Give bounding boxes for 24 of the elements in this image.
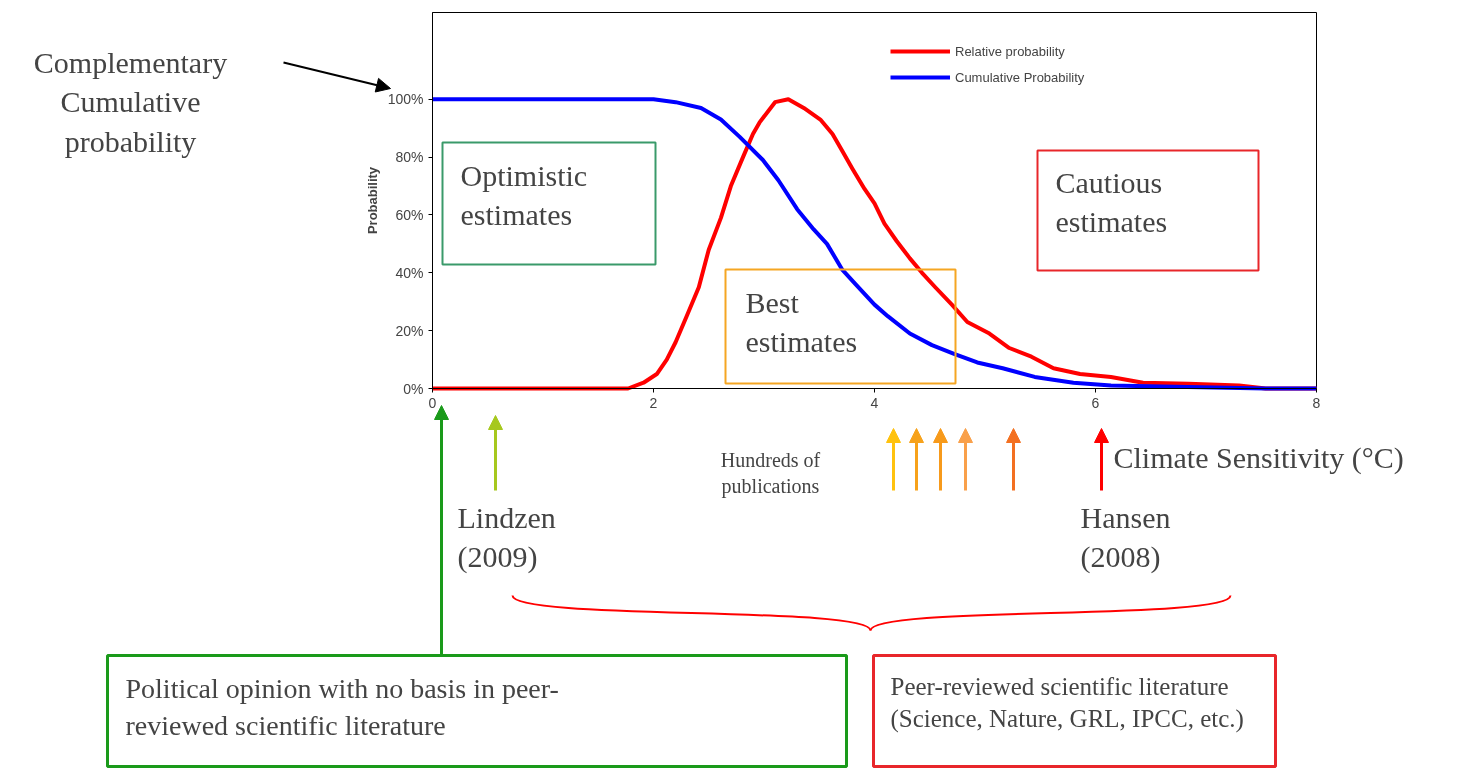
legend-label: Relative probability (955, 43, 1065, 59)
x-tick-label: 2 (649, 394, 658, 411)
y-tick-label: 40% (395, 264, 424, 281)
y-tick-label: 100% (387, 91, 424, 108)
text: Peer-reviewed scientific literature (Science, Nature, GRL, IPCC, etc.) (890, 672, 1244, 733)
text: Hansen (2008) (1080, 500, 1171, 575)
y-tick-label: 0% (403, 380, 424, 397)
legend-label: Cumulative Probability (955, 69, 1085, 85)
y-axis-title: Probability (364, 166, 380, 235)
x-tick-label: 8 (1312, 394, 1321, 411)
x-tick-label: 6 (1091, 394, 1100, 411)
text: Complementary Cumulative probability (33, 45, 228, 158)
text: Hundreds of publications (720, 448, 821, 498)
annotation: Optimistic estimates (460, 158, 588, 232)
y-tick-label: 80% (395, 149, 424, 166)
x-tick-label: 4 (870, 394, 879, 411)
x-axis-title: Climate Sensitivity (°C) (1113, 440, 1404, 475)
annotation: Cautious estimates (1055, 165, 1168, 239)
text: Lindzen (2009) (457, 500, 556, 575)
x-tick-label: 0 (428, 394, 437, 411)
y-tick-label: 60% (395, 206, 424, 223)
text: Political opinion with no basis in peer- reviewed scientific literature (125, 672, 559, 741)
annotation: Best estimates (745, 285, 858, 359)
y-tick-label: 20% (395, 322, 424, 339)
